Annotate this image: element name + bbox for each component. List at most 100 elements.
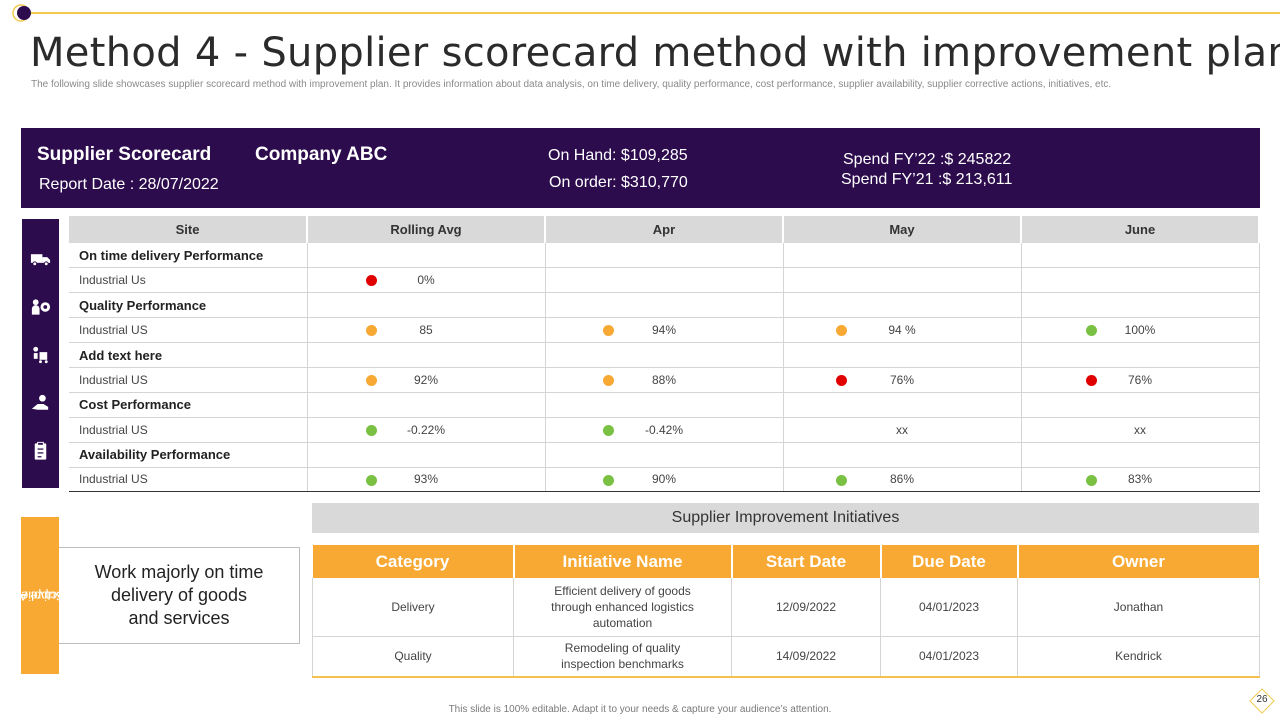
score-cell: -0.42% [545,417,784,443]
table-row: Delivery Efficient delivery of goods thr… [312,578,1260,637]
cost-hand-icon [31,394,49,410]
initiative-category: Quality [312,636,514,678]
status-dot-amber [835,325,847,337]
corrective-action-text: Work majorly on time delivery of goods a… [94,562,264,628]
supplier-header-band: Supplier Scorecard Company ABC Report Da… [21,128,1260,208]
initiatives-table: Category Initiative Name Start Date Due … [312,545,1261,678]
corrective-action-box: Work majorly on time delivery of goods a… [59,547,300,644]
section-title: On time delivery Performance [69,243,308,269]
status-dot-amber [365,325,377,337]
score-value: xx [896,422,908,437]
col-header-site: Site [69,216,308,243]
score-value: 93% [413,472,439,487]
table-row: Quality Remodeling of quality inspection… [312,636,1260,678]
on-hand-amount: On Hand: $109,285 [548,147,688,164]
score-value: 88% [651,372,677,387]
site-cell: Industrial Us [69,267,308,294]
footer-note: This slide is 100% editable. Adapt it to… [448,704,832,715]
section-row: Cost Performance [69,392,1260,418]
table-row: Industrial US 93% 90% 86% 83% [69,467,1260,493]
report-date: Report Date : 28/07/2022 [39,176,219,193]
status-dot-green [1085,325,1097,337]
score-cell: 100% [1021,317,1260,344]
score-cell: xx [1021,417,1260,443]
status-dot-amber [365,374,377,386]
initiative-owner: Kendrick [1017,636,1260,678]
page-number-badge: 26 [1249,688,1275,714]
status-dot-green [602,424,614,436]
site-cell: Industrial US [69,417,308,443]
section-title: Cost Performance [69,392,308,418]
score-cell: 86% [783,467,1022,493]
initiative-start-date: 14/09/2022 [731,636,881,678]
initiatives-heading: Supplier Improvement Initiatives [312,503,1259,533]
page-number: 26 [1256,694,1268,705]
initiative-name: Remodeling of quality inspection benchma… [513,636,732,678]
section-row: Add text here [69,342,1260,368]
quality-gear-icon [31,299,51,315]
supplier-score-table: Site Rolling Avg Apr May June On time de… [69,216,1260,493]
status-dot-green [1085,474,1097,486]
initiative-name: Efficient delivery of goods through enha… [513,578,732,637]
table-row: Industrial Us 0% [69,267,1260,294]
score-cell: -0.22% [307,417,546,443]
col-header-apr: Apr [545,216,784,243]
initiatives-header-row: Category Initiative Name Start Date Due … [312,545,1261,578]
status-dot-green [365,474,377,486]
score-cell: 88% [545,367,784,393]
score-value: 85 [419,323,433,338]
score-cell: 92% [307,367,546,393]
scorecard-label: Supplier Scorecard [37,144,212,165]
top-accent-line [28,12,1280,14]
site-cell: Industrial US [69,317,308,344]
page-subtitle: The following slide showcases supplier s… [31,79,1112,90]
status-dot-amber [602,374,614,386]
initiative-due-date: 04/01/2023 [880,636,1018,678]
initiative-start-date: 12/09/2022 [731,578,881,637]
col-header-rolling-avg: Rolling Avg [307,216,546,243]
score-value: 90% [651,472,677,487]
section-title: Quality Performance [69,292,308,319]
table-row: Industrial US 92% 88% 76% 76% [69,367,1260,393]
category-icon-column [22,219,59,488]
site-cell: Industrial US [69,467,308,493]
company-name: Company ABC [255,144,388,165]
spend-fy21: Spend FY’21 :$ 213,611 [841,171,1013,188]
score-cell [1021,267,1260,294]
corrective-action-label: Supplier Corrective Action [0,517,89,674]
col-header-start-date: Start Date [731,545,882,578]
score-table-header: Site Rolling Avg Apr May June [69,216,1260,243]
score-cell: 0% [307,267,546,294]
score-cell: 76% [783,367,1022,393]
page-title: Method 4 - Supplier scorecard method wit… [30,30,1280,76]
col-header-owner: Owner [1017,545,1261,578]
status-dot-green [835,474,847,486]
delivery-truck-icon [30,254,51,267]
col-header-category: Category [312,545,515,578]
score-cell: xx [783,417,1022,443]
clipboard-icon [34,441,47,460]
col-header-june: June [1021,216,1260,243]
spend-fy22: Spend FY’22 :$ 245822 [843,151,1012,168]
table-row: Industrial US -0.22% -0.42% xx xx [69,417,1260,443]
status-dot-amber [602,325,614,337]
score-cell: 76% [1021,367,1260,393]
score-cell: 85 [307,317,546,344]
score-cell: 93% [307,467,546,493]
hand-cart-icon [33,346,48,364]
initiative-category: Delivery [312,578,514,637]
section-row: Quality Performance [69,292,1260,319]
score-value: 94 % [888,323,916,338]
status-dot-red [835,374,847,386]
score-value: 92% [413,372,439,387]
section-title: Availability Performance [69,442,308,468]
col-header-may: May [783,216,1022,243]
score-value: 0% [417,273,435,288]
score-cell [545,267,784,294]
score-value: -0.42% [644,422,684,437]
section-title: Add text here [69,342,308,368]
score-value: 86% [889,472,915,487]
section-row: Availability Performance [69,442,1260,468]
score-value: 76% [1127,372,1153,387]
score-value: 100% [1124,323,1156,338]
